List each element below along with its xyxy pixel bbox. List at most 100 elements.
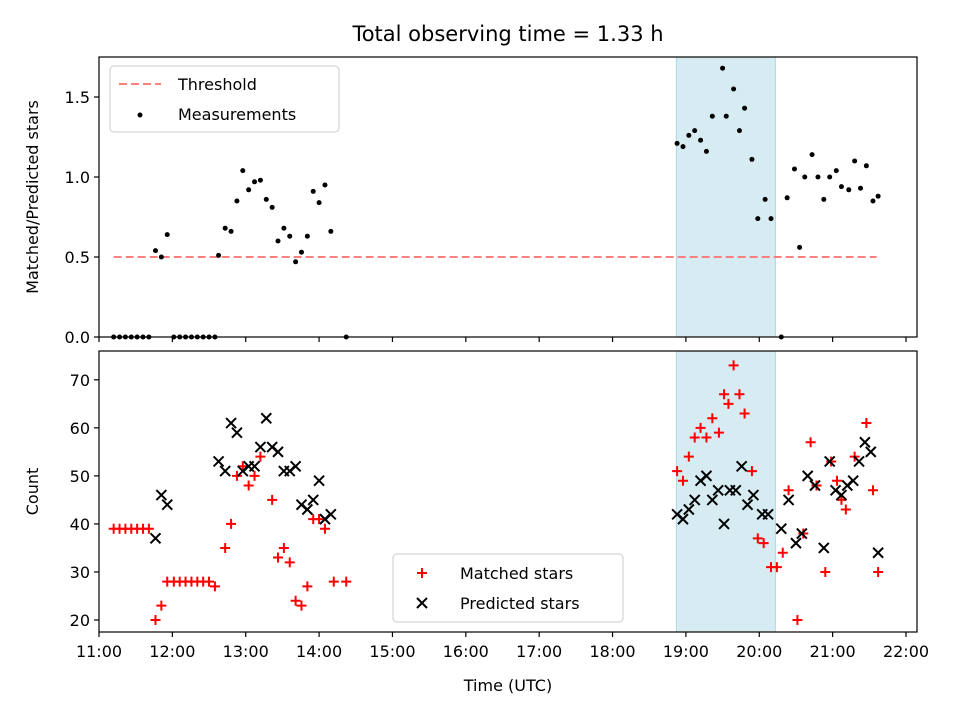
measurement-point: [768, 216, 774, 222]
measurement-point: [755, 216, 761, 222]
measurement-point: [304, 233, 310, 239]
top-panel: 0.0 0.5 1.0 1.5 Matched/Predicted stars Thres…: [23, 56, 918, 347]
legend: Threshold Measurements: [109, 65, 340, 133]
measurement-point: [784, 195, 790, 201]
matched-point: [220, 542, 231, 553]
matched-point: [296, 600, 307, 611]
matched-point: [777, 547, 788, 558]
legend-measurements-label: Measurements: [178, 105, 296, 124]
matched-point: [867, 485, 878, 496]
x-tick-label: 13:00: [223, 642, 269, 661]
x-tick-label: 14:00: [296, 642, 342, 661]
observing-span-shade: [675, 350, 776, 633]
legend-predicted-label: Predicted stars: [460, 594, 580, 613]
matched-point: [840, 504, 851, 515]
measurement-point: [698, 137, 704, 143]
chart-title: Total observing time = 1.33 h: [351, 22, 663, 46]
predicted-point: [161, 499, 173, 511]
series-measurements: [111, 65, 881, 340]
matched-point: [771, 562, 782, 573]
y-tick-label: 60: [70, 419, 90, 438]
measurement-point: [736, 128, 742, 134]
x-tick-label: 18:00: [589, 642, 635, 661]
matched-point: [278, 542, 289, 553]
y-tick-label: 70: [70, 371, 90, 390]
matched-point: [677, 475, 688, 486]
matched-point: [284, 557, 295, 568]
predicted-point: [289, 460, 302, 472]
measurement-point: [680, 144, 686, 150]
predicted-point: [325, 508, 337, 521]
legend-matched-label: Matched stars: [460, 564, 573, 583]
measurement-point: [815, 174, 821, 180]
measurement-point: [328, 228, 334, 234]
predicted-point: [730, 484, 742, 497]
legend-box: [392, 553, 624, 623]
measurement-point: [863, 163, 869, 169]
matched-point: [707, 413, 718, 424]
predicted-point: [689, 494, 701, 506]
predicted-point: [735, 460, 748, 472]
predicted-point: [677, 513, 689, 525]
measurement-point: [686, 132, 692, 138]
predicted-point: [712, 484, 724, 497]
series-matched-stars: [108, 360, 884, 625]
matched-point: [273, 552, 284, 563]
measurement-point: [809, 152, 815, 158]
predicted-point: [790, 537, 802, 549]
legend: Matched stars Predicted stars: [392, 553, 624, 623]
predicted-point: [782, 494, 795, 506]
legend-matched-swatch: [417, 568, 427, 578]
matched-point: [758, 538, 769, 549]
matched-point: [328, 576, 339, 587]
predicted-point: [254, 441, 267, 453]
predicted-point: [248, 460, 261, 472]
measurement-point: [797, 244, 803, 250]
matched-point: [209, 581, 220, 592]
matched-point: [314, 514, 325, 525]
measurement-point: [263, 196, 269, 202]
matched-point: [290, 595, 301, 606]
matched-point: [672, 466, 683, 477]
measurement-point: [228, 228, 234, 234]
predicted-point: [212, 455, 225, 468]
matched-point: [783, 485, 794, 496]
matched-point: [204, 576, 215, 587]
matched-point: [752, 533, 763, 544]
matched-point: [820, 566, 831, 577]
predicted-point: [231, 426, 243, 439]
predicted-point: [155, 489, 168, 501]
predicted-point: [301, 503, 314, 516]
measurement-point: [158, 254, 164, 260]
predicted-point: [272, 446, 284, 458]
measurement-point: [875, 193, 881, 199]
measurement-point: [275, 238, 281, 244]
predicted-point: [859, 436, 871, 448]
matched-point: [237, 461, 248, 472]
predicted-point: [718, 518, 730, 530]
matched-point: [719, 389, 730, 400]
measurement-point: [287, 233, 293, 239]
measurement-point: [709, 113, 715, 119]
predicted-point: [809, 479, 821, 492]
x-axis-label: Time (UTC): [463, 676, 552, 695]
matched-point: [243, 480, 254, 491]
measurement-point: [164, 232, 170, 238]
predicted-point: [853, 455, 865, 468]
measurement-point: [322, 182, 328, 188]
measurement-point: [692, 128, 698, 134]
legend-predicted-swatch: [416, 597, 428, 609]
predicted-point: [872, 547, 884, 559]
measurement-point: [827, 174, 833, 180]
matched-point: [143, 523, 154, 534]
predicted-point: [818, 542, 830, 554]
predicted-point: [747, 489, 760, 501]
predicted-point: [847, 474, 859, 487]
measurement-point: [749, 156, 755, 162]
predicted-point: [741, 499, 754, 511]
y-tick-label: 1.0: [65, 168, 90, 187]
matched-point: [695, 422, 706, 433]
measurement-point: [246, 187, 252, 193]
x-tick-label: 15:00: [369, 642, 415, 661]
matched-point: [739, 408, 750, 419]
